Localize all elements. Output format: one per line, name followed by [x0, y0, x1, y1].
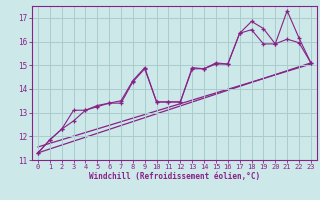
- X-axis label: Windchill (Refroidissement éolien,°C): Windchill (Refroidissement éolien,°C): [89, 172, 260, 181]
